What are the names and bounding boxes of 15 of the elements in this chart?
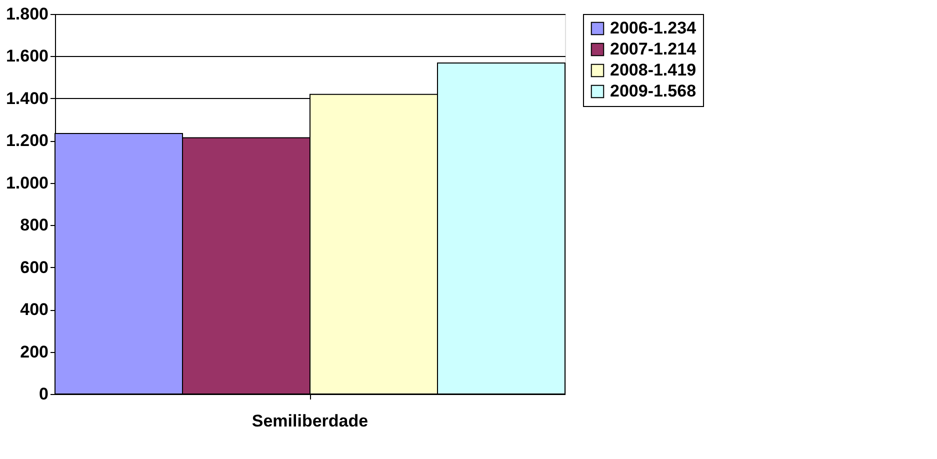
legend-label: 2006-1.234: [610, 18, 697, 38]
legend-label: 2007-1.214: [610, 40, 697, 58]
legend-label: 2008-1.419: [610, 60, 696, 80]
y-tick-label: 1.200: [6, 131, 48, 150]
y-tick-label: 200: [20, 342, 48, 362]
y-tick-label: 600: [20, 258, 48, 277]
y-tick-label: 1.000: [6, 173, 48, 192]
legend-label: 2009-1.568: [610, 82, 696, 100]
x-tick-label: Semiliberdade: [252, 412, 368, 430]
y-tick-label: 1.800: [6, 4, 48, 24]
y-tick-label: 0: [39, 384, 48, 404]
y-tick-label: 1.600: [6, 46, 48, 66]
y-tick-label: 1.400: [6, 88, 48, 108]
y-tick-label: 800: [20, 216, 48, 235]
y-tick-label: 400: [20, 300, 48, 320]
